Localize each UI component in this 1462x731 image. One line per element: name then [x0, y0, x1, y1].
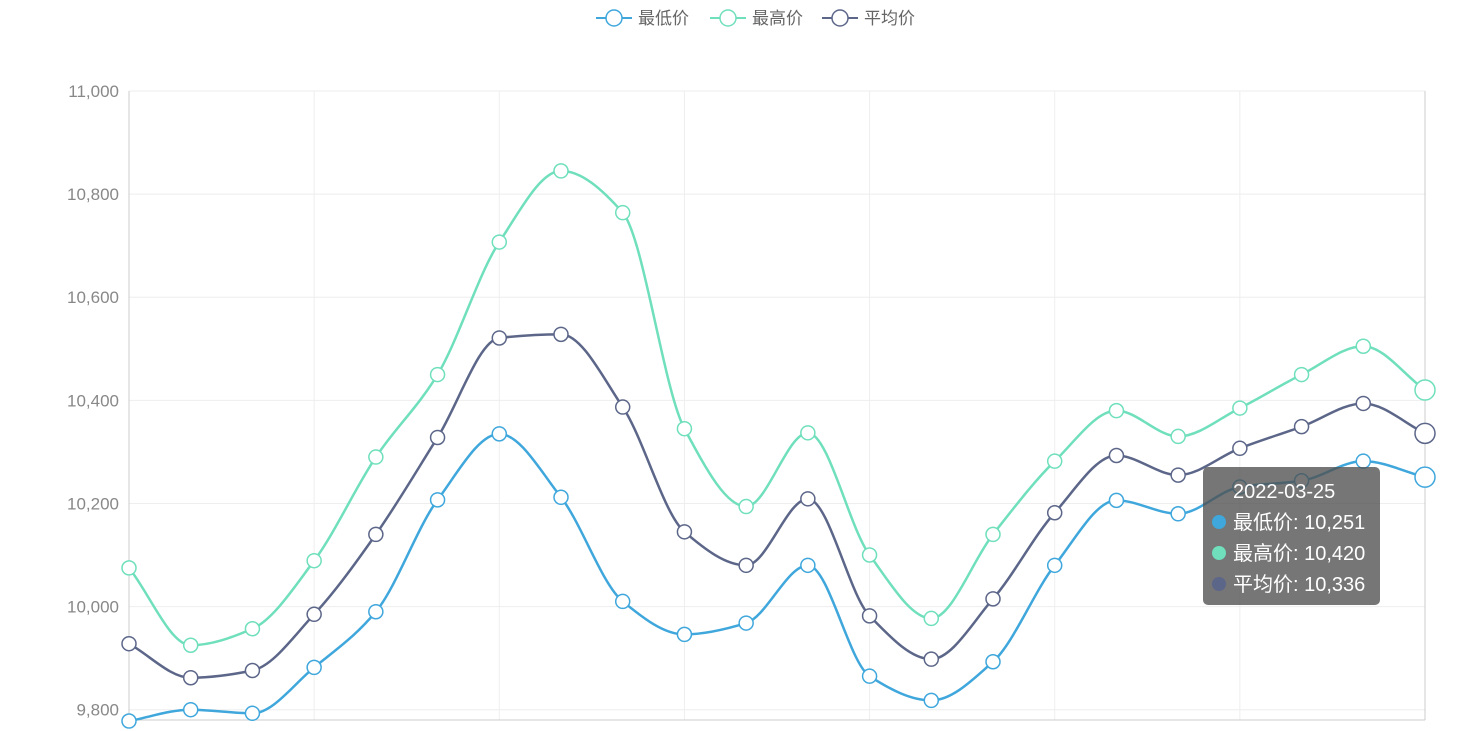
series-layer — [121, 163, 1436, 729]
data-point-high[interactable] — [121, 560, 137, 576]
y-tick-label: 9,800 — [76, 701, 119, 720]
data-point-avg[interactable] — [121, 635, 137, 652]
data-point-low[interactable] — [121, 713, 137, 729]
data-point-avg[interactable] — [985, 591, 1001, 607]
data-point-avg[interactable] — [1108, 447, 1125, 464]
legend-circle-icon — [605, 9, 623, 27]
legend-circle-icon — [719, 9, 737, 27]
data-point-avg[interactable] — [244, 662, 261, 679]
data-point-high[interactable] — [800, 425, 816, 441]
data-point-avg[interactable] — [553, 326, 569, 343]
data-point-low[interactable] — [676, 626, 693, 643]
data-point-avg[interactable] — [429, 429, 446, 446]
y-tick-label: 10,400 — [67, 391, 119, 410]
legend[interactable]: 最低价 最高价 平均价 — [596, 9, 915, 28]
data-point-avg[interactable] — [923, 651, 940, 667]
data-point-avg[interactable] — [1170, 467, 1186, 483]
data-point-high[interactable] — [491, 234, 508, 250]
y-tick-label: 10,600 — [67, 288, 119, 307]
data-point-low[interactable] — [1355, 453, 1372, 469]
data-point-avg[interactable] — [182, 669, 199, 686]
data-point-high[interactable] — [738, 498, 754, 515]
data-point-high[interactable] — [1108, 402, 1125, 419]
data-point-avg[interactable] — [306, 606, 322, 623]
data-point-high[interactable] — [985, 526, 1001, 543]
data-point-avg[interactable] — [1232, 440, 1248, 457]
data-point-avg[interactable] — [614, 399, 631, 415]
data-point-low[interactable] — [244, 705, 261, 722]
data-point-high[interactable] — [923, 610, 940, 627]
data-point-low[interactable] — [738, 615, 754, 631]
tooltip-row-low: 最低价: 10,251 — [1233, 511, 1365, 534]
tooltip-row-avg: 平均价: 10,336 — [1233, 573, 1365, 596]
data-point-avg[interactable] — [676, 524, 693, 540]
data-point-high[interactable] — [368, 449, 384, 465]
tooltip-marker-icon — [1212, 515, 1226, 529]
data-point-high[interactable] — [306, 552, 322, 569]
data-point-avg[interactable] — [738, 557, 754, 574]
data-point-high[interactable] — [1355, 338, 1372, 354]
legend-item-avg[interactable]: 平均价 — [822, 9, 915, 28]
data-point-low[interactable] — [182, 701, 199, 718]
data-point-low[interactable] — [861, 668, 878, 684]
data-point-low[interactable] — [553, 489, 569, 506]
data-point-avg[interactable] — [1046, 504, 1063, 521]
legend-circle-icon — [831, 9, 849, 27]
tooltip-row-high: 最高价: 10,420 — [1233, 542, 1365, 565]
data-point-high[interactable] — [553, 163, 569, 179]
data-point-avg[interactable] — [800, 491, 816, 507]
grid-layer — [129, 90, 1426, 720]
legend-label: 最低价 — [638, 9, 689, 28]
data-point-low[interactable] — [800, 557, 816, 574]
series-line-low — [128, 432, 1426, 723]
data-point-avg[interactable] — [1355, 395, 1372, 412]
data-point-low[interactable] — [1414, 466, 1436, 488]
data-point-avg[interactable] — [1293, 418, 1310, 435]
data-point-low[interactable] — [614, 593, 631, 610]
data-point-avg[interactable] — [491, 330, 508, 346]
legend-label: 最高价 — [752, 9, 803, 28]
data-point-low[interactable] — [1108, 492, 1125, 509]
legend-label: 平均价 — [864, 9, 915, 28]
axis-layer: 9,800 10,000 10,200 10,400 10,600 10,800 11,00… — [67, 82, 1425, 721]
y-tick-label: 10,800 — [67, 185, 119, 204]
data-point-low[interactable] — [368, 603, 384, 620]
data-point-high[interactable] — [1170, 428, 1186, 445]
tooltip-box — [1203, 467, 1380, 605]
tooltip: 2022-03-25 最低价: 10,251 最高价: 10,420 平均价: 10,… — [1203, 467, 1380, 605]
data-point-low[interactable] — [985, 653, 1001, 670]
data-point-avg[interactable] — [368, 526, 384, 543]
y-tick-label: 10,200 — [67, 494, 119, 513]
data-point-high[interactable] — [861, 547, 878, 563]
data-point-low[interactable] — [1046, 557, 1063, 574]
data-point-low[interactable] — [491, 426, 508, 442]
data-point-high[interactable] — [182, 637, 199, 653]
data-point-low[interactable] — [429, 492, 446, 508]
y-tick-label: 10,000 — [67, 598, 119, 617]
legend-item-low[interactable]: 最低价 — [596, 9, 689, 28]
legend-item-high[interactable]: 最高价 — [710, 9, 803, 28]
data-point-high[interactable] — [1293, 366, 1310, 383]
tooltip-marker-icon — [1212, 546, 1226, 560]
tooltip-marker-icon — [1212, 577, 1226, 591]
data-point-high[interactable] — [1414, 379, 1436, 401]
data-point-low[interactable] — [923, 692, 940, 709]
data-point-high[interactable] — [244, 620, 261, 637]
data-point-low[interactable] — [306, 659, 322, 676]
data-point-high[interactable] — [1046, 453, 1063, 469]
data-point-high[interactable] — [676, 420, 693, 437]
data-point-avg[interactable] — [1414, 422, 1436, 445]
y-tick-label: 11,000 — [68, 82, 119, 101]
data-point-high[interactable] — [614, 204, 631, 221]
tooltip-title: 2022-03-25 — [1233, 481, 1335, 503]
data-point-high[interactable] — [1232, 400, 1248, 416]
data-point-avg[interactable] — [861, 608, 878, 624]
data-point-low[interactable] — [1170, 506, 1186, 522]
data-point-high[interactable] — [429, 366, 446, 383]
